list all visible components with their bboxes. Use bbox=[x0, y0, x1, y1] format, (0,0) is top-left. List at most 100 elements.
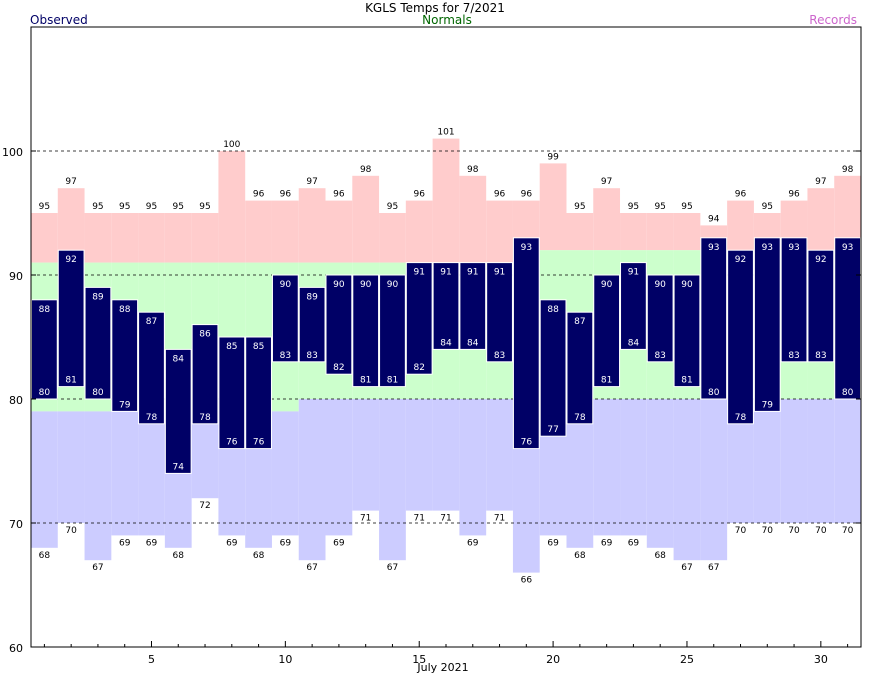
observed-high-label: 93 bbox=[842, 243, 853, 253]
record-high-band bbox=[539, 163, 567, 251]
observed-high-label: 90 bbox=[601, 280, 613, 290]
record-low-label: 71 bbox=[494, 514, 505, 524]
observed-low-label: 80 bbox=[842, 388, 854, 398]
record-high-label: 97 bbox=[65, 177, 76, 187]
observed-low-label: 78 bbox=[735, 413, 747, 423]
legend-observed: Observed bbox=[30, 13, 88, 27]
record-high-band bbox=[111, 213, 139, 263]
record-high-label: 96 bbox=[735, 190, 747, 200]
record-low-band bbox=[298, 399, 326, 561]
record-low-band bbox=[325, 399, 353, 536]
observed-bar bbox=[807, 249, 835, 363]
observed-bar bbox=[111, 299, 139, 412]
observed-high-label: 88 bbox=[547, 305, 559, 315]
observed-bar bbox=[245, 336, 272, 450]
observed-high-label: 91 bbox=[628, 268, 639, 278]
record-high-label: 94 bbox=[708, 214, 720, 224]
chart-title: KGLS Temps for 7/2021 bbox=[365, 1, 505, 15]
record-low-label: 67 bbox=[708, 563, 719, 573]
y-tick-label: 90 bbox=[9, 270, 23, 283]
observed-bar bbox=[164, 348, 192, 474]
record-high-label: 100 bbox=[223, 140, 240, 150]
observed-high-label: 87 bbox=[146, 317, 157, 327]
record-high-label: 98 bbox=[467, 165, 479, 175]
observed-high-label: 88 bbox=[119, 305, 131, 315]
record-high-band bbox=[807, 188, 835, 251]
observed-bar bbox=[325, 274, 353, 375]
record-high-label: 95 bbox=[39, 202, 50, 212]
record-high-band bbox=[379, 213, 406, 263]
record-low-label: 71 bbox=[440, 514, 451, 524]
y-tick-label: 60 bbox=[9, 642, 23, 655]
observed-bar bbox=[539, 299, 567, 437]
record-high-label: 95 bbox=[146, 202, 157, 212]
observed-low-label: 81 bbox=[360, 376, 371, 386]
record-low-label: 66 bbox=[521, 576, 533, 586]
record-high-label: 99 bbox=[547, 152, 559, 162]
observed-high-label: 89 bbox=[306, 292, 318, 302]
record-low-band bbox=[673, 399, 701, 561]
x-tick-label: 15 bbox=[412, 653, 426, 666]
observed-low-label: 84 bbox=[628, 338, 640, 348]
record-high-band bbox=[164, 213, 192, 263]
record-high-band bbox=[84, 213, 112, 263]
observed-high-label: 92 bbox=[815, 255, 826, 265]
x-tick-label: 20 bbox=[546, 653, 560, 666]
observed-bar bbox=[298, 286, 326, 363]
record-high-band bbox=[593, 188, 621, 251]
record-low-band bbox=[191, 411, 219, 499]
record-low-label: 69 bbox=[628, 538, 640, 548]
y-tick-label: 100 bbox=[2, 146, 23, 159]
record-low-label: 68 bbox=[39, 551, 51, 561]
observed-low-label: 84 bbox=[440, 338, 452, 348]
record-low-label: 70 bbox=[735, 526, 747, 536]
observed-high-label: 93 bbox=[762, 243, 773, 253]
record-low-band bbox=[352, 399, 380, 511]
observed-bar bbox=[459, 262, 487, 350]
record-low-band bbox=[700, 399, 728, 561]
observed-low-label: 78 bbox=[199, 413, 211, 423]
observed-high-label: 91 bbox=[467, 268, 478, 278]
observed-bar bbox=[191, 324, 219, 425]
observed-high-label: 90 bbox=[280, 280, 292, 290]
record-low-label: 69 bbox=[226, 538, 238, 548]
x-axis-label: July 2021 bbox=[416, 661, 468, 674]
record-high-label: 95 bbox=[574, 202, 585, 212]
observed-bar bbox=[379, 274, 406, 388]
observed-bar bbox=[486, 262, 513, 363]
record-high-band bbox=[352, 175, 380, 263]
observed-bar bbox=[780, 237, 808, 363]
record-low-label: 67 bbox=[681, 563, 692, 573]
record-high-label: 96 bbox=[333, 190, 345, 200]
record-low-band bbox=[138, 411, 165, 536]
record-high-label: 98 bbox=[842, 165, 854, 175]
record-low-label: 67 bbox=[92, 563, 103, 573]
observed-high-label: 90 bbox=[387, 280, 399, 290]
observed-bar bbox=[138, 311, 165, 425]
observed-high-label: 86 bbox=[199, 330, 211, 340]
record-high-label: 98 bbox=[360, 165, 372, 175]
record-low-band bbox=[807, 399, 835, 523]
legend-normals: Normals bbox=[422, 13, 472, 27]
observed-high-label: 88 bbox=[39, 305, 51, 315]
observed-low-label: 81 bbox=[65, 376, 76, 386]
observed-high-label: 90 bbox=[681, 280, 693, 290]
record-low-label: 68 bbox=[253, 551, 265, 561]
record-high-band bbox=[486, 200, 513, 263]
observed-low-label: 83 bbox=[654, 351, 665, 361]
record-low-band bbox=[593, 399, 621, 536]
observed-low-label: 83 bbox=[815, 351, 826, 361]
observed-bar bbox=[31, 299, 58, 400]
record-high-label: 101 bbox=[437, 128, 454, 138]
legend-records: Records bbox=[809, 13, 857, 27]
observed-low-label: 77 bbox=[547, 425, 558, 435]
observed-bar bbox=[271, 274, 299, 363]
observed-high-label: 90 bbox=[360, 280, 372, 290]
record-low-band bbox=[31, 411, 58, 548]
record-high-band bbox=[31, 213, 58, 263]
record-high-band bbox=[646, 213, 674, 251]
observed-bar bbox=[700, 237, 728, 400]
record-high-band bbox=[405, 200, 433, 263]
observed-bar bbox=[512, 237, 540, 450]
record-high-band bbox=[271, 200, 299, 263]
